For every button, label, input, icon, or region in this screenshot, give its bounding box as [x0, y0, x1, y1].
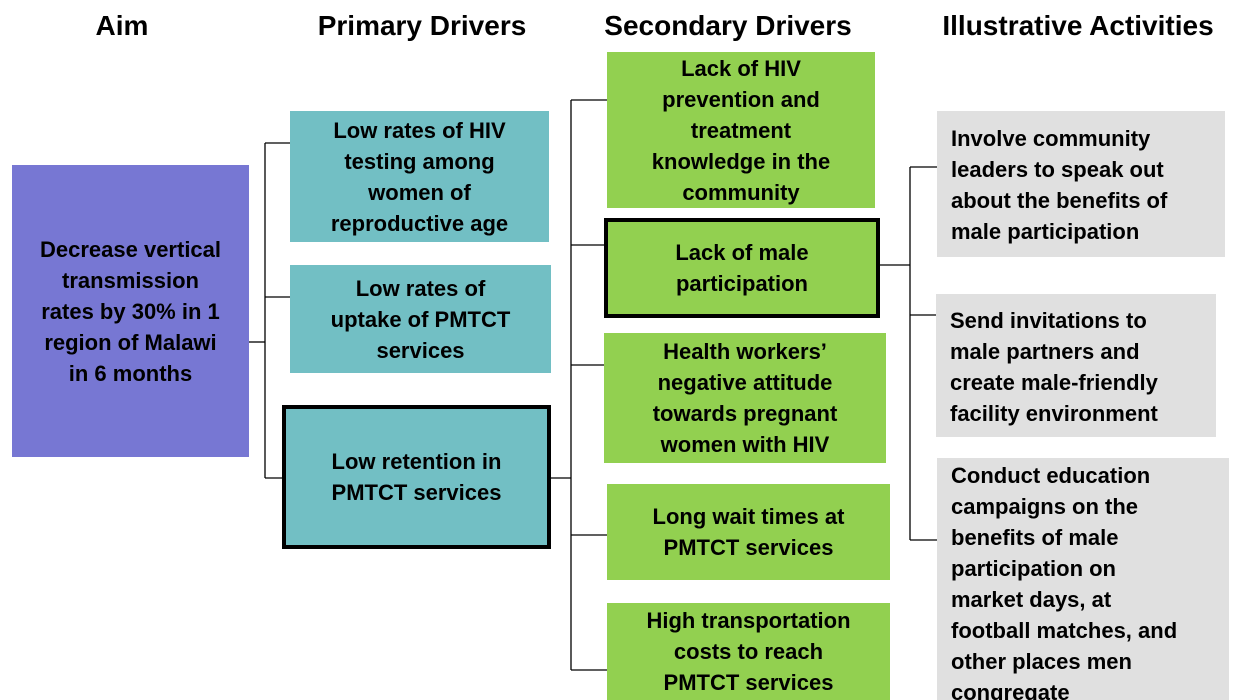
box-text-line: treatment: [690, 117, 792, 143]
box-text-line: market days, at: [951, 587, 1112, 612]
box-text-line: Send invitations to: [950, 307, 1147, 333]
column-header: Secondary Drivers: [604, 10, 852, 41]
box-text-line: Low rates of: [355, 275, 486, 301]
box-text-line: participation on: [951, 556, 1116, 581]
activity-box: Send invitations to male partners and crea…: [936, 294, 1216, 437]
box-text-line: benefits of male: [951, 525, 1119, 550]
box-text-line: PMTCT services: [663, 535, 834, 560]
box-text-line: Decrease vertical: [39, 236, 222, 262]
box-text-line: rates by 30% in 1: [41, 298, 220, 324]
box-text-line: campaigns on the: [951, 494, 1139, 519]
primary-driver-box: Low retention in PMTCT services: [282, 405, 551, 549]
box-text-line: in 6 months: [68, 360, 193, 386]
box-text-line: costs to reach: [673, 639, 824, 664]
box-text-line: prevention and: [662, 86, 820, 112]
box-text-line: testing among: [344, 148, 495, 174]
box-text-line: towards pregnant: [652, 401, 838, 426]
column-header: Aim: [95, 10, 149, 41]
box-text-line: leaders to speak out: [951, 157, 1164, 182]
activity-box: Involve community leaders to speak out abo…: [937, 111, 1225, 257]
aim-box: Decrease vertical transmission rates by 30…: [12, 165, 249, 457]
box-text-line: Involve community: [951, 126, 1151, 151]
box-text-line: reproductive age: [330, 210, 509, 236]
box-text-line: Low rates of HIV: [333, 117, 506, 143]
box-text-line: PMTCT services: [331, 480, 502, 505]
primary-driver-box: Low rates of HIV testing among women of rep…: [290, 111, 549, 242]
box-text-line: football matches, and: [951, 618, 1178, 643]
box-text-line: transmission: [62, 267, 199, 293]
activity-box: Conduct education campaigns on the benefit…: [937, 458, 1229, 700]
box-text-line: uptake of PMTCT: [330, 306, 511, 332]
column-header: Primary Drivers: [317, 10, 527, 41]
secondary-driver-box: High transportation costs to reach PMTCT s…: [607, 603, 890, 700]
box-text-line: other places men: [951, 649, 1132, 674]
box-text-line: knowledge in the: [651, 148, 831, 174]
box-text-line: PMTCT services: [663, 670, 834, 695]
box-text-line: Lack of HIV: [681, 55, 801, 81]
secondary-driver-box: Lack of HIV prevention and treatment knowle…: [607, 52, 875, 208]
box-text-line: women with HIV: [660, 432, 830, 457]
box-text-line: Low retention in: [331, 449, 502, 474]
box-text-line: about the benefits of: [951, 188, 1168, 213]
box-text-line: Lack of male: [675, 240, 809, 265]
box-text-line: services: [376, 337, 465, 363]
column-header: Illustrative Activities: [942, 10, 1214, 41]
box-text-line: male partners and: [950, 338, 1140, 364]
box-text-line: male participation: [951, 219, 1140, 244]
box-text-line: create male-friendly: [950, 369, 1158, 395]
box-text-line: Health workers’: [663, 339, 827, 364]
box-text-line: High transportation: [646, 608, 851, 633]
secondary-driver-box: Health workers’ negative attitude towards …: [604, 333, 886, 463]
box-text-line: women of: [368, 179, 471, 205]
secondary-driver-box: Lack of male participation: [604, 218, 880, 318]
box-text-line: participation: [675, 271, 808, 296]
box-text-line: Long wait times at: [652, 504, 845, 529]
box-text-line: congregate: [951, 680, 1070, 700]
secondary-driver-box: Long wait times at PMTCT services: [607, 484, 890, 580]
primary-driver-box: Low rates of uptake of PMTCT services: [290, 265, 551, 373]
box-text-line: facility environment: [950, 400, 1158, 426]
box-text-line: Conduct education: [951, 463, 1151, 488]
box-text-line: negative attitude: [657, 370, 833, 395]
box-text-line: region of Malawi: [44, 329, 217, 355]
box-text-line: community: [682, 179, 800, 205]
